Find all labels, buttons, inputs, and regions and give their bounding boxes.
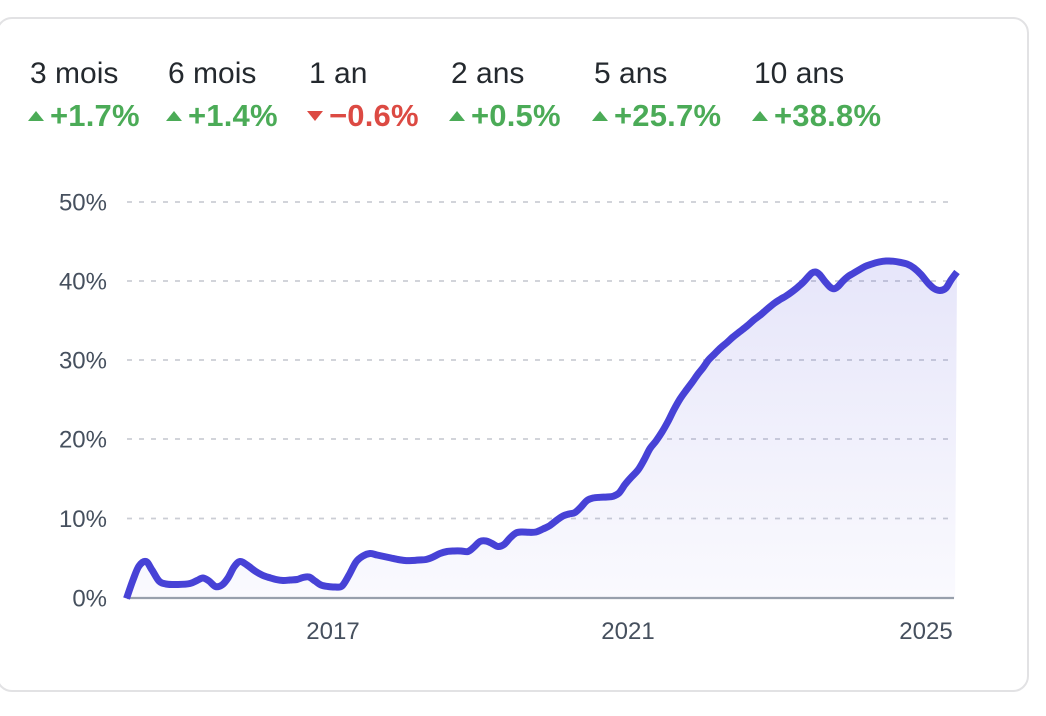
svg-text:10%: 10% (59, 506, 107, 533)
svg-text:20%: 20% (59, 427, 107, 454)
svg-text:40%: 40% (59, 269, 107, 296)
svg-text:0%: 0% (72, 586, 107, 613)
svg-text:50%: 50% (59, 190, 107, 217)
svg-text:2025: 2025 (899, 618, 952, 645)
svg-text:30%: 30% (59, 348, 107, 375)
svg-text:2017: 2017 (306, 618, 359, 645)
svg-text:2021: 2021 (601, 618, 654, 645)
